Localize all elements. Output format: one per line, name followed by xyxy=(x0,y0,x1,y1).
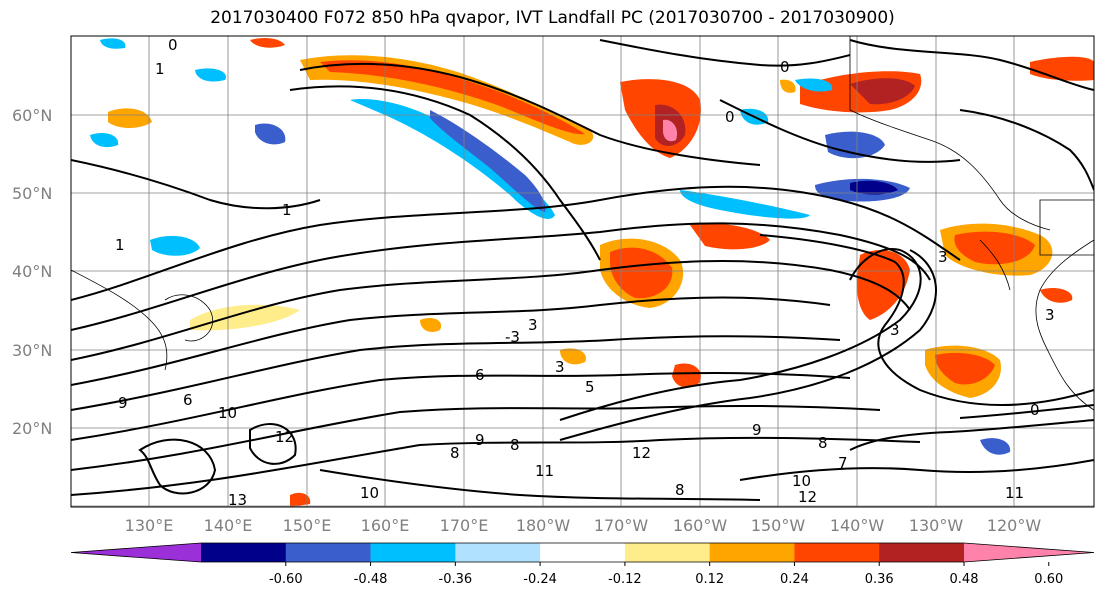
lon-label: 140°W xyxy=(830,516,885,535)
longitude-labels: 130°E 140°E 150°E 160°E 170°E 180°W 170°… xyxy=(125,516,1042,535)
lat-label: 30°N xyxy=(12,341,52,360)
contour-label: 3 xyxy=(890,321,900,339)
contour-label: 1 xyxy=(282,201,292,219)
contour-label: 9 xyxy=(118,394,128,412)
contour-label: 13 xyxy=(228,491,247,509)
lon-label: 130°W xyxy=(909,516,964,535)
contour-label: 3 xyxy=(938,248,948,266)
lon-label: 140°E xyxy=(204,516,253,535)
colorbar-extend-min xyxy=(71,543,201,562)
contour-label: 0 xyxy=(1030,401,1040,419)
lon-label: 150°E xyxy=(283,516,332,535)
contour-label: 1 xyxy=(155,60,165,78)
contour-label: 9 xyxy=(752,421,762,439)
contour-label: 3 xyxy=(555,358,565,376)
colorbar-tick-label: 0.60 xyxy=(1034,572,1063,587)
contour-label: 8 xyxy=(675,481,685,499)
contour-label: 12 xyxy=(798,488,817,506)
contour-label: 8 xyxy=(510,436,520,454)
lon-label: 180°W xyxy=(516,516,571,535)
contour-label: 12 xyxy=(275,428,294,446)
colorbar-segment xyxy=(794,543,880,562)
lat-label: 40°N xyxy=(12,262,52,281)
contour-label: 1 xyxy=(115,236,125,254)
lon-label: 160°W xyxy=(673,516,728,535)
contour-label: 0 xyxy=(780,58,790,76)
lat-label: 60°N xyxy=(12,106,52,125)
contour-label: 9 xyxy=(475,431,485,449)
contour-label: 0 xyxy=(168,36,178,54)
colorbar-tick-label: 0.12 xyxy=(695,572,724,587)
lon-label: 130°E xyxy=(125,516,174,535)
contour-label: 12 xyxy=(632,444,651,462)
positive-anomaly-shading xyxy=(108,37,1094,507)
colorbar-segment xyxy=(709,543,795,562)
contour-label: 6 xyxy=(183,391,193,409)
colorbar-extend-max xyxy=(964,543,1094,562)
colorbar-tick-label: -0.48 xyxy=(354,572,388,587)
colorbar-segment xyxy=(285,543,372,562)
contour-label: 6 xyxy=(475,366,485,384)
contour-label: 10 xyxy=(792,472,811,490)
contour-labels: 0 1 0 0 1 1 -3 3 3 3 3 6 5 9 6 10 12 8 9… xyxy=(115,36,1055,509)
coastlines xyxy=(71,36,1094,411)
contour-label: 10 xyxy=(360,484,379,502)
contour-label: 7 xyxy=(838,454,848,472)
lon-label: 160°E xyxy=(361,516,410,535)
colorbar-tick-label: -0.12 xyxy=(608,572,642,587)
lat-label: 20°N xyxy=(12,419,52,438)
colorbar-segment xyxy=(540,543,626,562)
colorbar-segment xyxy=(370,543,456,562)
map-plot-area: 0 1 0 0 1 1 -3 3 3 3 3 6 5 9 6 10 12 8 9… xyxy=(71,36,1094,509)
ivt-contours xyxy=(71,39,1094,501)
lat-label: 50°N xyxy=(12,184,52,203)
contour-label: 3 xyxy=(1045,306,1055,324)
colorbar-outline xyxy=(70,542,1095,563)
lon-label: 170°W xyxy=(594,516,649,535)
contour-label: 11 xyxy=(535,462,554,480)
colorbar-tick-label: 0.48 xyxy=(950,572,979,587)
contour-label: 10 xyxy=(218,404,237,422)
lon-label: 170°E xyxy=(440,516,489,535)
contour-label: 3 xyxy=(528,316,538,334)
graticule xyxy=(71,36,1094,507)
colorbar-tick-label: 0.36 xyxy=(865,572,894,587)
contour-label: 0 xyxy=(725,108,735,126)
colorbar-tick-label: -0.24 xyxy=(523,572,557,587)
negative-anomaly-shading xyxy=(90,38,1011,455)
colorbar-segment xyxy=(879,543,965,562)
colorbar: -0.60 -0.48 -0.36 -0.24 -0.12 0.12 0.24 0.36 0.4… xyxy=(70,542,1095,587)
map-frame xyxy=(70,35,1095,508)
latitude-labels: 60°N 50°N 40°N 30°N 20°N xyxy=(12,106,52,438)
colorbar-segment xyxy=(201,543,287,562)
contour-label: 5 xyxy=(585,378,595,396)
colorbar-tick-label: -0.60 xyxy=(269,572,303,587)
colorbar-tick-label: 0.24 xyxy=(780,572,809,587)
lon-label: 120°W xyxy=(987,516,1042,535)
colorbar-segment xyxy=(624,543,711,562)
colorbar-segment xyxy=(455,543,541,562)
lon-label: 150°W xyxy=(751,516,806,535)
colorbar-tick-label: -0.36 xyxy=(439,572,473,587)
contour-label: -3 xyxy=(505,328,520,346)
contour-label: 11 xyxy=(1005,484,1024,502)
map-title: 2017030400 F072 850 hPa qvapor, IVT Land… xyxy=(210,8,895,28)
contour-label: 8 xyxy=(450,444,460,462)
contour-label: 8 xyxy=(818,434,828,452)
